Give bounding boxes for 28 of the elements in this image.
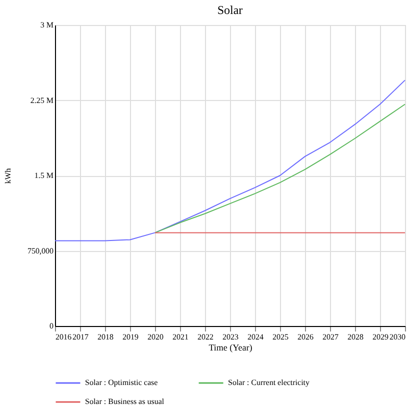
x-tick-label: 2017: [72, 332, 88, 342]
legend-label: Solar : Business as usual: [85, 397, 165, 406]
chart-title: Solar: [217, 3, 243, 17]
x-tick-label: 2026: [298, 332, 314, 342]
y-tick-label: 3 M: [40, 20, 54, 30]
x-tick-label: 2016: [56, 332, 72, 342]
x-tick-label: 2020: [148, 332, 164, 342]
x-tick-label: 2024: [248, 332, 264, 342]
x-tick-label: 2018: [98, 332, 114, 342]
x-tick-label: 2021: [172, 332, 188, 342]
x-tick-label: 2027: [322, 332, 338, 342]
x-tick-label: 2029: [372, 332, 388, 342]
x-tick-label: 2030: [390, 332, 406, 342]
legend-label: Solar : Current electricity: [228, 378, 310, 387]
y-tick-label: 1.5 M: [34, 171, 54, 180]
legend-label: Solar : Optimistic case: [85, 378, 158, 387]
x-tick-label: 2025: [272, 332, 288, 342]
x-axis-title: Time (Year): [208, 342, 252, 352]
x-tick-label: 2028: [348, 332, 364, 342]
y-tick-label: 2.25 M: [30, 96, 54, 105]
y-tick-label: 0: [50, 322, 54, 330]
x-tick-label: 2022: [198, 332, 214, 342]
y-axis-title: kWh: [4, 168, 12, 184]
x-tick-label: 2023: [222, 332, 238, 342]
x-tick-label: 2019: [122, 332, 138, 342]
y-tick-label: 750,000: [28, 246, 54, 256]
line-series: [54, 80, 406, 242]
line-series: [154, 104, 406, 234]
